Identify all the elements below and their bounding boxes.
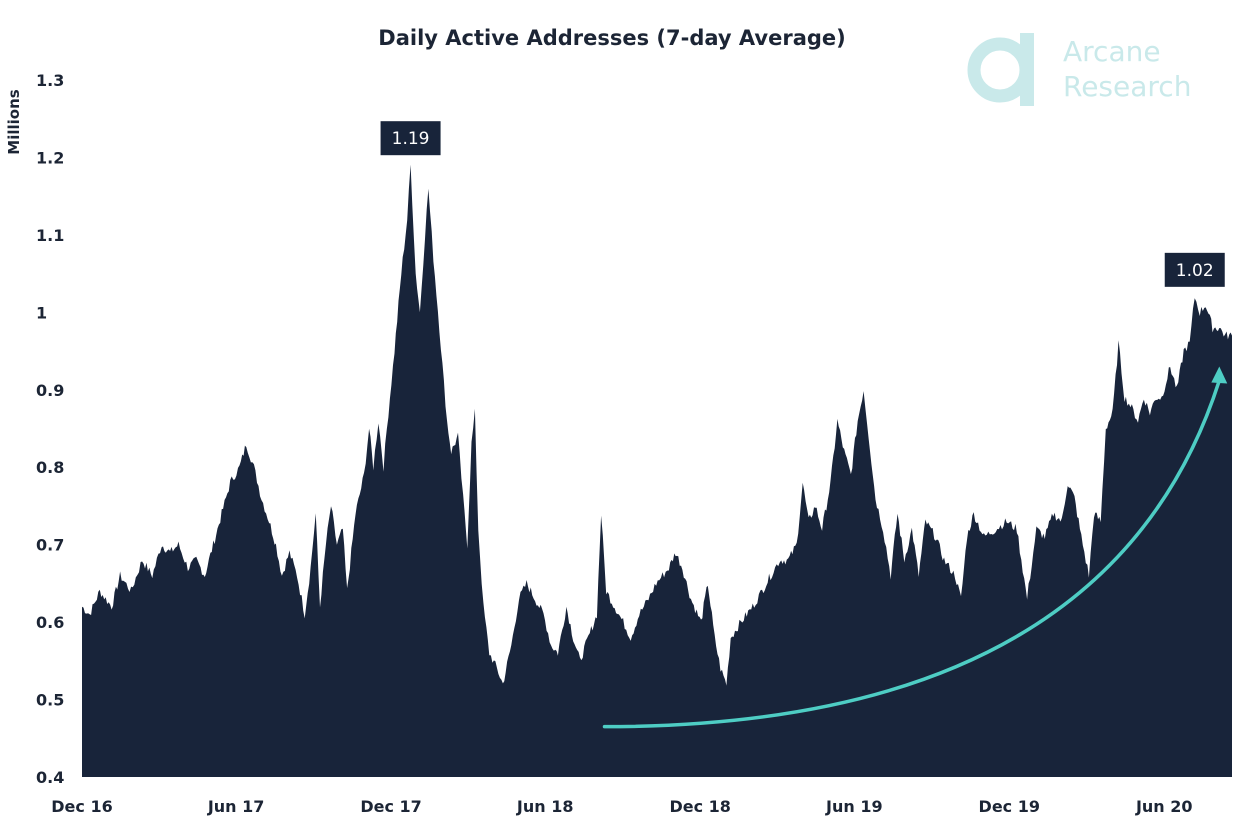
y-tick-label: 1.2 xyxy=(36,148,64,167)
y-tick-label: 1.1 xyxy=(36,226,64,245)
y-tick-label: 0.4 xyxy=(36,768,64,787)
peak-callout-label: 1.19 xyxy=(392,129,430,149)
x-tick-label: Jun 20 xyxy=(1135,797,1193,816)
y-tick-label: 0.6 xyxy=(36,613,64,632)
chart-title: Daily Active Addresses (7-day Average) xyxy=(378,26,845,50)
brand-name-line2: Research xyxy=(1063,70,1191,103)
trend-arrow xyxy=(602,366,1228,729)
peak-callout-box xyxy=(1164,252,1225,287)
y-tick-label: 0.7 xyxy=(36,536,64,555)
y-tick-label: 0.5 xyxy=(36,691,64,710)
x-tick-label: Jun 17 xyxy=(207,797,265,816)
x-tick-label: Dec 19 xyxy=(979,797,1040,816)
y-tick-label: 1.3 xyxy=(36,71,64,90)
x-tick-label: Dec 17 xyxy=(360,797,421,816)
brand-name-line1: Arcane xyxy=(1063,35,1161,68)
series-area-daily-active-addresses xyxy=(82,164,1232,778)
x-tick-label: Dec 18 xyxy=(669,797,730,816)
trend-arrow-line xyxy=(602,378,1222,729)
peak-callout-label: 1.02 xyxy=(1176,261,1214,281)
x-tick-label: Dec 16 xyxy=(51,797,112,816)
x-axis-ticks: Dec 16 Jun 17 Dec 17 Jun 18 Dec 18 Jun 19 Dec … xyxy=(51,797,1192,816)
arcane-research-logo-icon xyxy=(967,33,1034,106)
y-tick-label: 0.9 xyxy=(36,381,64,400)
y-tick-label: 1 xyxy=(36,303,47,322)
peak-callout-box xyxy=(380,121,441,156)
y-axis-label: Millions xyxy=(5,89,23,154)
y-tick-label: 0.8 xyxy=(36,458,64,477)
peak-callouts: 1.19 1.02 xyxy=(380,121,1225,287)
x-tick-label: Jun 18 xyxy=(516,797,574,816)
trend-arrow-head xyxy=(1211,366,1228,384)
brand-logo: Arcane Research xyxy=(967,33,1191,106)
x-tick-label: Jun 19 xyxy=(825,797,883,816)
y-axis-ticks: 0.4 0.5 0.6 0.7 0.8 0.9 1 1.1 1.2 1.3 xyxy=(36,71,64,787)
